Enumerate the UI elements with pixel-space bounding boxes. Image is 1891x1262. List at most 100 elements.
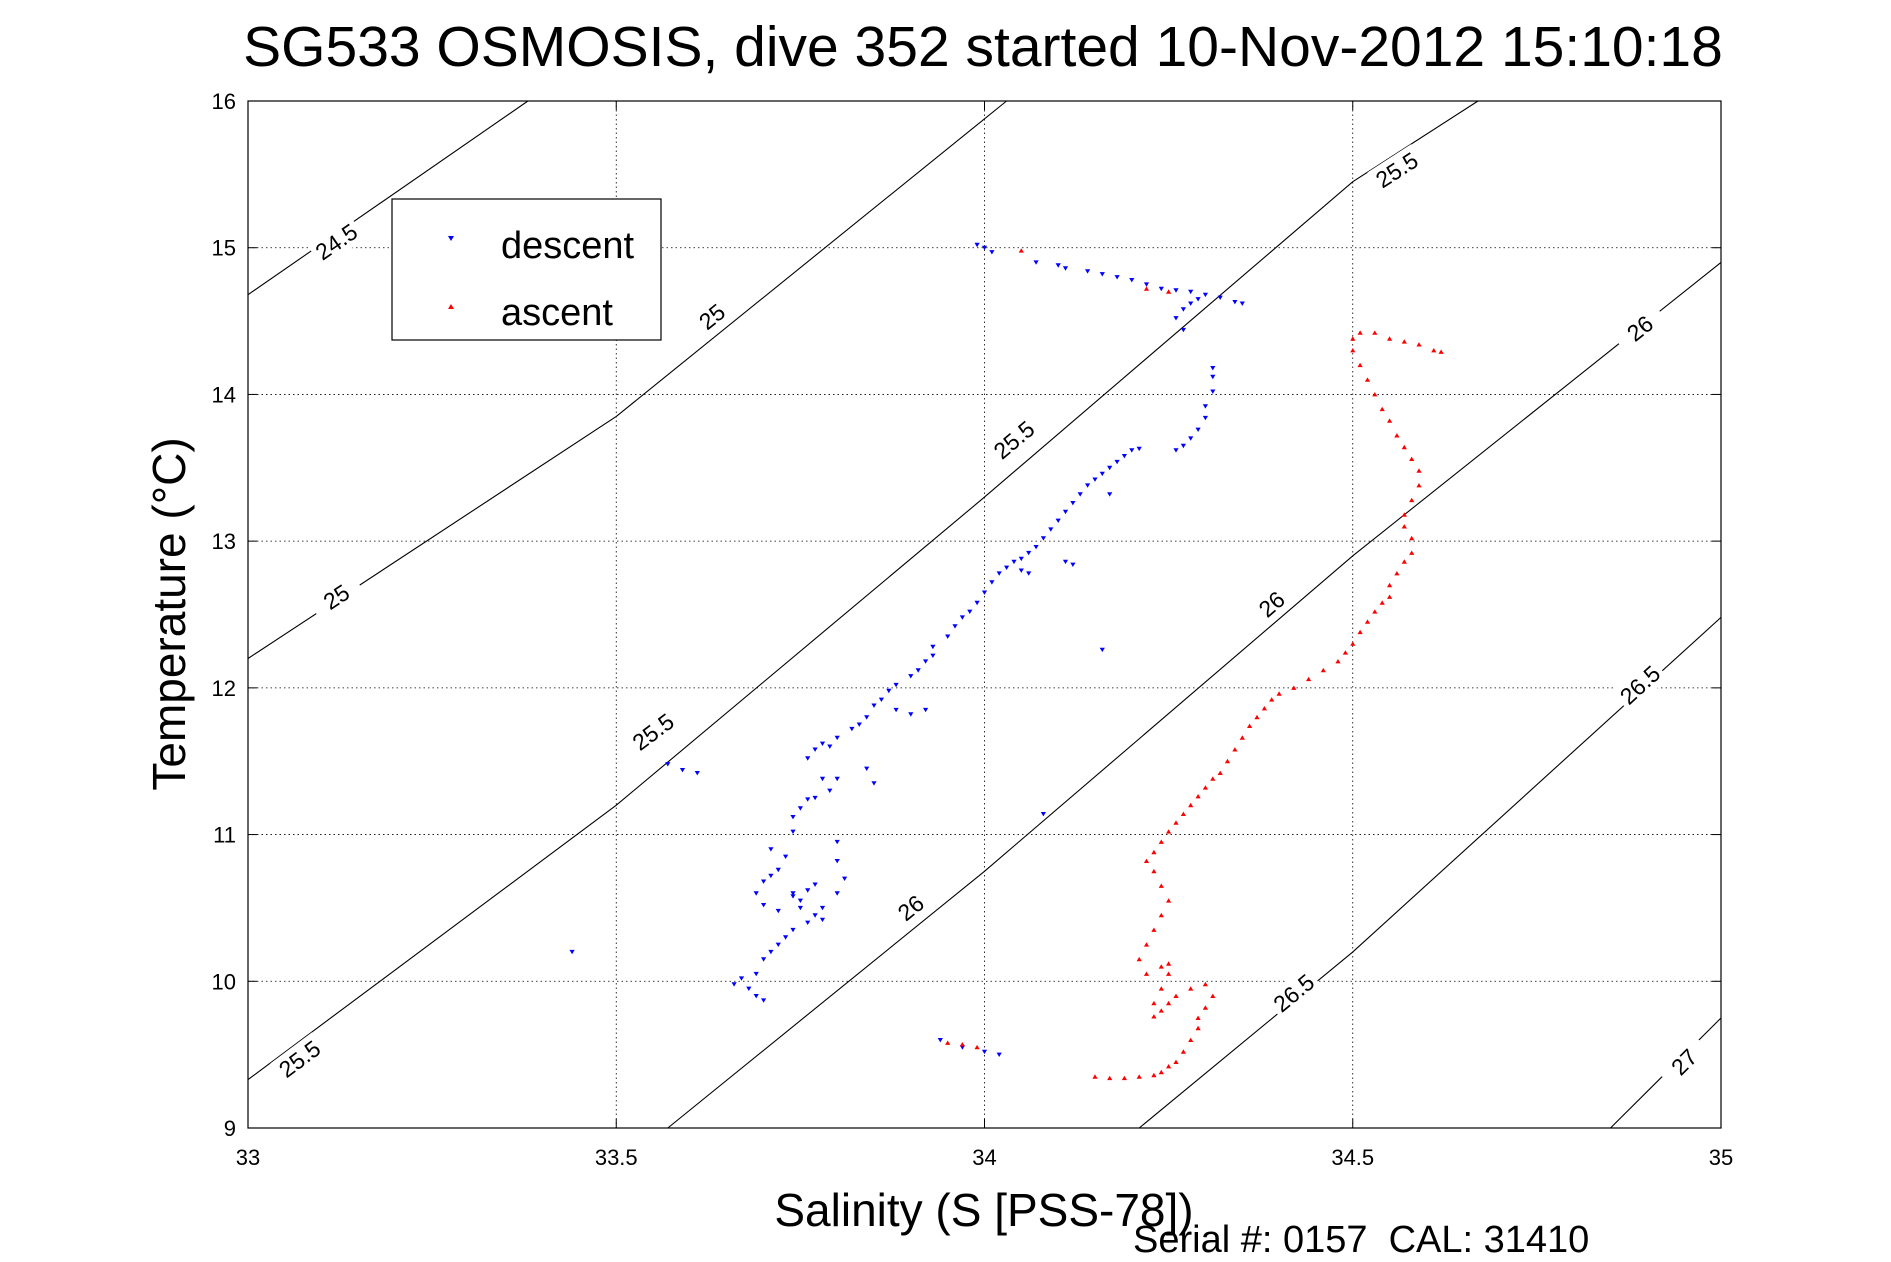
y-tick-label: 9 <box>224 1116 236 1141</box>
y-axis-label: Temperature (°C) <box>143 437 195 790</box>
descent-point <box>1188 436 1194 441</box>
descent-point <box>849 726 855 732</box>
ascent-point <box>1409 497 1415 503</box>
descent-point <box>893 707 899 713</box>
ascent-point <box>1158 912 1164 918</box>
ascent-point <box>1350 641 1356 646</box>
descent-point <box>1143 282 1150 287</box>
ascent-point <box>1409 456 1415 461</box>
contour-label-group: 27 <box>1655 1033 1713 1091</box>
descent-point <box>805 756 811 761</box>
ascent-point <box>1416 483 1422 488</box>
descent-point <box>989 580 995 585</box>
ascent-point <box>1166 971 1172 976</box>
descent-point <box>1018 556 1024 562</box>
descent-point <box>761 879 767 884</box>
ascent-point <box>1092 1074 1098 1079</box>
ascent-point <box>1202 981 1208 987</box>
descent-point <box>790 829 796 834</box>
ascent-point <box>1151 1072 1157 1078</box>
descent-point <box>834 839 840 845</box>
x-tick-label: 34.5 <box>1331 1145 1374 1170</box>
descent-point <box>569 949 575 955</box>
ascent-point <box>1401 339 1407 344</box>
ascent-point <box>1364 377 1371 382</box>
descent-point <box>790 891 796 896</box>
descent-point <box>1099 272 1105 277</box>
contour-label-background <box>985 412 1043 468</box>
density-contour-line <box>247 100 1479 1081</box>
legend-box <box>391 198 662 341</box>
ascent-point <box>1224 758 1231 764</box>
x-tick-label: 34 <box>972 1145 996 1170</box>
ascent-point <box>1173 820 1179 825</box>
ascent-point <box>1210 993 1216 998</box>
descent-point <box>989 250 995 255</box>
descent-point <box>1129 448 1135 453</box>
descent-point <box>753 891 759 896</box>
ascent-point <box>1166 289 1172 294</box>
axis-ticks <box>247 100 1722 1129</box>
ascent-point <box>1195 1025 1201 1031</box>
contour-label-background <box>1655 1033 1713 1091</box>
descent-point <box>945 634 951 639</box>
descent-point <box>923 707 929 713</box>
contour-label-group: 26.5 <box>1611 657 1669 713</box>
descent-point <box>761 903 767 908</box>
descent-point <box>871 703 877 708</box>
descent-point <box>1099 471 1105 477</box>
ascent-point <box>1387 336 1393 341</box>
descent-point <box>805 888 811 893</box>
descent-point <box>790 894 796 899</box>
ascent-point <box>1217 770 1223 775</box>
ascent-point <box>1173 993 1179 998</box>
descent-point <box>812 913 818 918</box>
descent-point <box>996 1052 1002 1057</box>
contour-label-group: 25.5 <box>270 1032 329 1086</box>
descent-point <box>856 722 862 727</box>
descent-point <box>915 668 921 673</box>
descent-point <box>1011 559 1017 565</box>
ascent-point <box>1158 1069 1164 1075</box>
ascent-point <box>1364 619 1371 624</box>
descent-point <box>819 776 826 782</box>
ascent-point <box>1401 444 1407 450</box>
descent-point <box>864 715 870 720</box>
ascent-point <box>1166 961 1172 966</box>
ascent-point <box>1276 691 1282 696</box>
descent-point <box>1195 427 1201 432</box>
ascent-point <box>1173 1059 1179 1064</box>
descent-point <box>827 744 833 749</box>
ascent-point <box>1416 468 1422 473</box>
ascent-point <box>1401 512 1407 517</box>
ascent-point <box>1143 858 1150 863</box>
descent-point <box>937 1038 943 1043</box>
ascent-point <box>1306 676 1312 682</box>
ascent-point <box>1158 839 1164 844</box>
chart-title: SG533 OSMOSIS, dive 352 started 10-Nov-2… <box>243 15 1723 79</box>
ascent-point <box>1269 697 1275 702</box>
descent-point <box>1158 286 1164 292</box>
descent-point <box>761 998 767 1003</box>
descent-point <box>1026 571 1032 576</box>
descent-point <box>797 898 803 903</box>
density-contour-line <box>667 261 1722 1129</box>
ascent-point <box>1320 667 1326 673</box>
ascent-point <box>1438 349 1444 354</box>
ascent-point <box>1335 659 1341 664</box>
descent-point <box>812 747 818 752</box>
descent-point <box>761 957 767 962</box>
descent-point <box>1099 647 1105 653</box>
descent-point <box>694 771 700 776</box>
ascent-point <box>959 1042 965 1047</box>
descent-point <box>834 776 840 782</box>
descent-point <box>1062 559 1069 565</box>
descent-point <box>1018 568 1024 573</box>
descent-point <box>871 781 877 786</box>
ascent-point <box>1372 330 1378 335</box>
descent-point <box>665 762 671 767</box>
contour-label-background <box>682 289 742 344</box>
descent-point <box>1210 389 1216 394</box>
descent-point <box>834 859 840 864</box>
x-tick-label: 35 <box>1709 1145 1733 1170</box>
